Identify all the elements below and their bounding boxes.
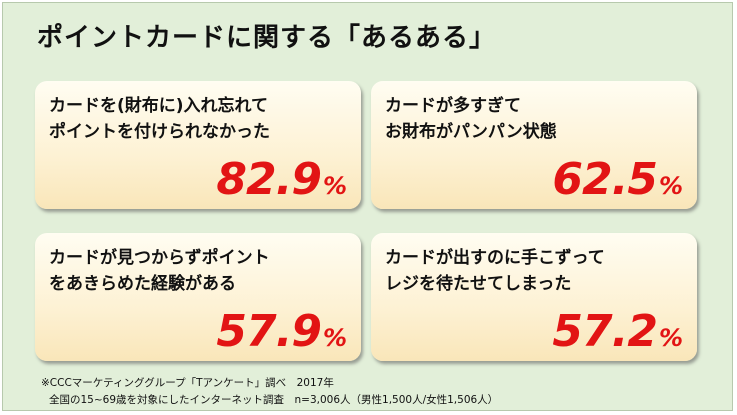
stat-card-forgot-card: カードを(財布に)入れ忘れて ポイントを付けられなかった 82.9% xyxy=(35,81,361,209)
percent-unit: % xyxy=(322,172,347,200)
stat-card-percent: 82.9% xyxy=(216,154,347,205)
stat-card-gave-up-points: カードが見つからずポイント をあきらめた経験がある 57.9% xyxy=(35,233,361,361)
stat-card-line: カードが見つからずポイント xyxy=(49,248,270,268)
page-title: ポイントカードに関する「あるある」 xyxy=(37,23,497,53)
stat-card-text: カードを(財布に)入れ忘れて ポイントを付けられなかった xyxy=(49,93,270,145)
stat-card-line: カードが多すぎて xyxy=(385,96,521,116)
stat-card-line: カードを(財布に)入れ忘れて xyxy=(49,96,269,116)
stat-card-line: ポイントを付けられなかった xyxy=(49,122,270,142)
footnote-survey: 全国の15~69歳を対象にしたインターネット調査 n=3,006人（男性1,50… xyxy=(49,394,499,406)
stat-card-text: カードが多すぎて お財布がパンパン状態 xyxy=(385,93,557,145)
stat-card-line: カードが出すのに手こずって xyxy=(385,248,605,268)
stat-card-percent: 57.2% xyxy=(552,306,683,357)
percent-unit: % xyxy=(658,324,683,352)
stat-card-text: カードが出すのに手こずって レジを待たせてしまった xyxy=(385,245,605,297)
footnote-source: ※CCCマーケティンググループ「Tアンケート」調べ 2017年 xyxy=(41,377,334,389)
stat-card-text: カードが見つからずポイント をあきらめた経験がある xyxy=(49,245,270,297)
stat-card-line: をあきらめた経験がある xyxy=(49,274,236,294)
percent-value: 57.9 xyxy=(216,306,322,357)
stat-card-percent: 57.9% xyxy=(216,306,347,357)
percent-value: 82.9 xyxy=(216,154,322,205)
percent-value: 57.2 xyxy=(552,306,658,357)
stat-card-too-many-cards: カードが多すぎて お財布がパンパン状態 62.5% xyxy=(371,81,697,209)
stat-card-kept-register-waiting: カードが出すのに手こずって レジを待たせてしまった 57.2% xyxy=(371,233,697,361)
stat-card-line: お財布がパンパン状態 xyxy=(385,122,557,142)
percent-value: 62.5 xyxy=(552,154,658,205)
stat-card-percent: 62.5% xyxy=(552,154,683,205)
percent-unit: % xyxy=(322,324,347,352)
slide: ポイントカードに関する「あるある」 カードを(財布に)入れ忘れて ポイントを付け… xyxy=(2,2,733,411)
percent-unit: % xyxy=(658,172,683,200)
stat-card-line: レジを待たせてしまった xyxy=(385,274,572,294)
